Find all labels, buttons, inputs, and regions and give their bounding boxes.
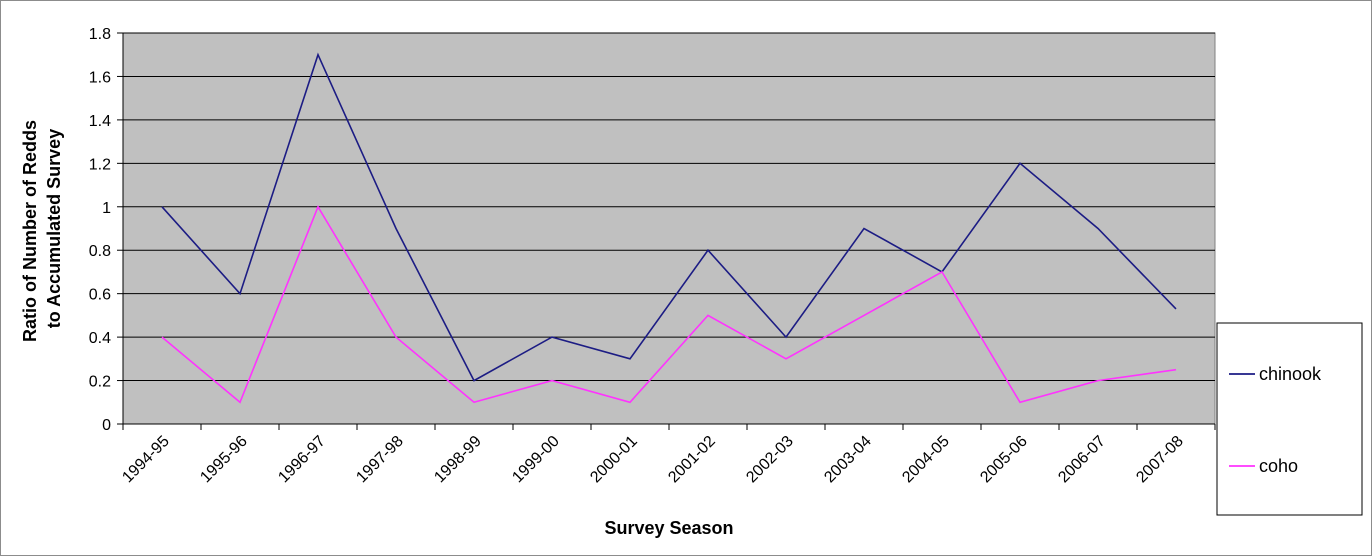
x-tick-labels: 1994-95 1995-96 1996-97 1997-98 1998-99 1999-…	[119, 424, 1216, 487]
x-tick-label: 2007-08	[1133, 433, 1187, 487]
y-tick-label: 1.8	[89, 26, 111, 43]
legend-label-coho: coho	[1259, 456, 1298, 476]
gridlines	[123, 32, 1215, 382]
x-tick-label: 2004-05	[899, 433, 953, 487]
legend-label-chinook: chinook	[1259, 364, 1322, 384]
legend-box	[1216, 322, 1363, 516]
x-tick-label: 2000-01	[587, 433, 641, 487]
y-tick-labels: 0 0.2 0.4 0.6 0.8 1 1.2 1.4 1.6 1.8	[89, 26, 123, 434]
x-tick-label: 1994-95	[119, 433, 173, 487]
legend: chinook coho	[1216, 322, 1363, 516]
x-tick-label: 2002-03	[743, 433, 797, 487]
y-tick-label: 0.8	[89, 243, 111, 260]
y-tick-label: 1.4	[89, 113, 111, 130]
y-tick-label: 1.2	[89, 156, 111, 173]
y-axis-title-line-2: to Accumulated Survey	[44, 129, 64, 328]
y-tick-label: 1	[102, 200, 111, 217]
x-tick-label: 1997-98	[353, 433, 407, 487]
series-line-coho	[161, 205, 1177, 404]
x-tick-label: 1999-00	[509, 433, 563, 487]
y-tick-label: 0.4	[89, 330, 111, 347]
y-tick-label: 0	[102, 417, 111, 434]
x-tick-label: 2005-06	[977, 433, 1031, 487]
plot-area	[122, 32, 1216, 425]
y-tick-label: 1.6	[89, 69, 111, 86]
y-tick-label: 0.6	[89, 287, 111, 304]
series-lines	[161, 52, 1177, 404]
x-tick-label: 2001-02	[665, 433, 719, 487]
x-tick-label: 1996-97	[275, 433, 329, 487]
y-axis-title-line-1: Ratio of Number of Redds	[20, 120, 40, 342]
x-tick-label: 1995-96	[197, 433, 251, 487]
x-axis-title: Survey Season	[604, 518, 733, 538]
x-tick-label: 1998-99	[431, 433, 485, 487]
y-tick-label: 0.2	[89, 374, 111, 391]
x-tick-label: 2003-04	[821, 433, 875, 487]
y-axis-title: Ratio of Number of Redds to Accumulated …	[20, 115, 64, 342]
x-tick-label: 2006-07	[1055, 433, 1109, 487]
series-line-chinook	[161, 52, 1177, 382]
